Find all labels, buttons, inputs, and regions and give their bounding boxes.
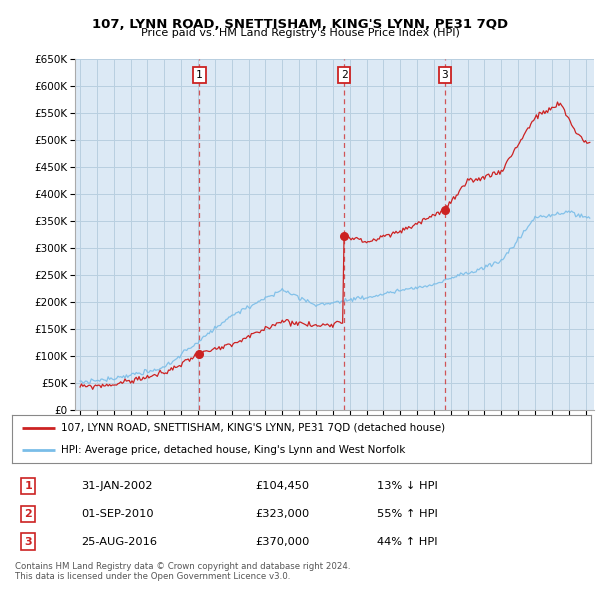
Text: 55% ↑ HPI: 55% ↑ HPI <box>377 509 437 519</box>
Text: £370,000: £370,000 <box>255 537 310 546</box>
Text: 107, LYNN ROAD, SNETTISHAM, KING'S LYNN, PE31 7QD (detached house): 107, LYNN ROAD, SNETTISHAM, KING'S LYNN,… <box>61 423 445 433</box>
Text: 31-JAN-2002: 31-JAN-2002 <box>82 481 153 491</box>
Text: £323,000: £323,000 <box>255 509 310 519</box>
Text: 3: 3 <box>25 537 32 546</box>
Text: Contains HM Land Registry data © Crown copyright and database right 2024.: Contains HM Land Registry data © Crown c… <box>15 562 350 571</box>
Text: 13% ↓ HPI: 13% ↓ HPI <box>377 481 437 491</box>
Text: This data is licensed under the Open Government Licence v3.0.: This data is licensed under the Open Gov… <box>15 572 290 581</box>
Text: 2: 2 <box>25 509 32 519</box>
Text: £104,450: £104,450 <box>255 481 310 491</box>
Text: 44% ↑ HPI: 44% ↑ HPI <box>377 537 437 546</box>
Text: 2: 2 <box>341 70 347 80</box>
Text: 25-AUG-2016: 25-AUG-2016 <box>82 537 157 546</box>
Text: 1: 1 <box>196 70 203 80</box>
Text: Price paid vs. HM Land Registry's House Price Index (HPI): Price paid vs. HM Land Registry's House … <box>140 28 460 38</box>
Text: 1: 1 <box>25 481 32 491</box>
Text: 107, LYNN ROAD, SNETTISHAM, KING'S LYNN, PE31 7QD: 107, LYNN ROAD, SNETTISHAM, KING'S LYNN,… <box>92 18 508 31</box>
Text: 01-SEP-2010: 01-SEP-2010 <box>82 509 154 519</box>
Text: HPI: Average price, detached house, King's Lynn and West Norfolk: HPI: Average price, detached house, King… <box>61 445 406 455</box>
Text: 3: 3 <box>442 70 448 80</box>
